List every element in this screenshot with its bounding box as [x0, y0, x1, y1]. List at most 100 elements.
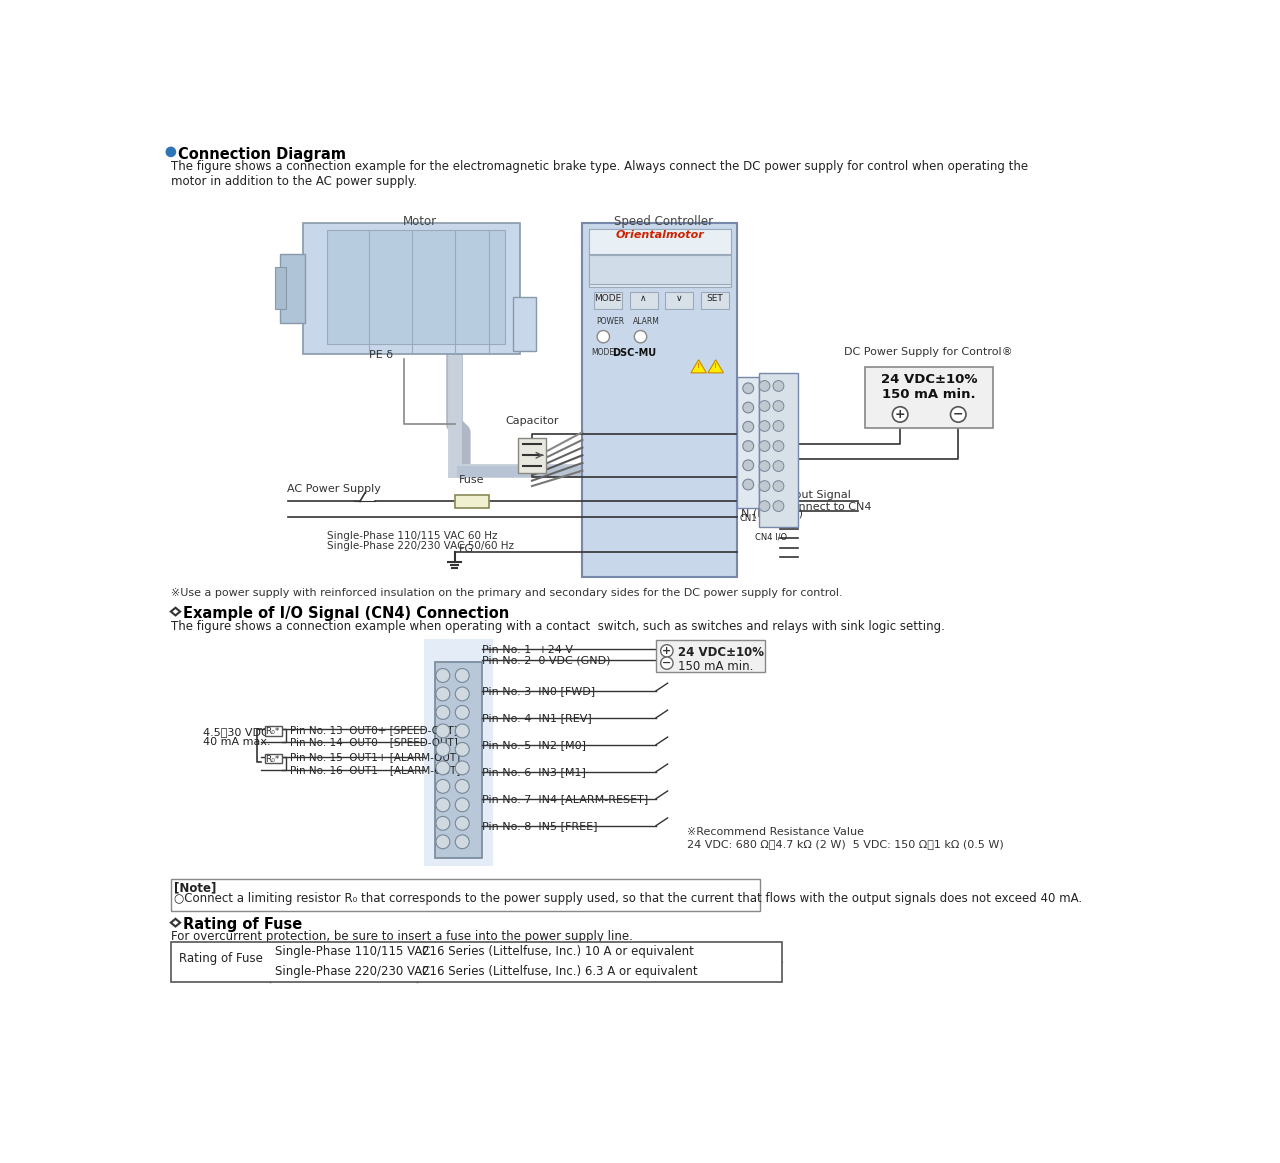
- Circle shape: [773, 480, 783, 492]
- Circle shape: [166, 148, 175, 157]
- Bar: [435, 662, 481, 858]
- Text: Pin No. 16  OUT1− [ALARM-OUT]: Pin No. 16 OUT1− [ALARM-OUT]: [291, 765, 461, 776]
- Circle shape: [456, 725, 470, 737]
- Circle shape: [742, 459, 754, 471]
- Bar: [594, 292, 622, 309]
- Bar: [512, 298, 536, 351]
- Text: R₀*: R₀*: [265, 755, 280, 764]
- Polygon shape: [708, 359, 723, 373]
- Circle shape: [456, 779, 470, 793]
- Text: CN1: CN1: [740, 514, 756, 523]
- Text: Pin No. 13  OUT0+ [SPEED-OUT]: Pin No. 13 OUT0+ [SPEED-OUT]: [291, 725, 458, 735]
- Bar: [280, 254, 305, 323]
- Bar: [589, 255, 731, 284]
- Circle shape: [456, 835, 470, 849]
- Text: Single-Phase 220/230 VAC: Single-Phase 220/230 VAC: [275, 965, 430, 978]
- Circle shape: [773, 421, 783, 431]
- Text: DC Power Supply for Control®: DC Power Supply for Control®: [845, 348, 1012, 357]
- Bar: [737, 377, 759, 507]
- Circle shape: [635, 330, 646, 343]
- Text: N (Neutral): N (Neutral): [741, 508, 804, 519]
- Text: AC Power Supply: AC Power Supply: [287, 484, 381, 494]
- Bar: [589, 229, 731, 254]
- Circle shape: [759, 480, 771, 492]
- Text: 216 Series (Littelfuse, Inc.) 6.3 A or equivalent: 216 Series (Littelfuse, Inc.) 6.3 A or e…: [422, 965, 698, 978]
- Circle shape: [436, 742, 449, 756]
- Text: The figure shows a connection example for the electromagnetic brake type. Always: The figure shows a connection example fo…: [170, 160, 1028, 188]
- Text: [Note]: [Note]: [174, 882, 216, 894]
- Text: 24 VDC±10%: 24 VDC±10%: [677, 647, 764, 659]
- Text: L (Live): L (Live): [741, 493, 782, 504]
- Text: Orientalmotor: Orientalmotor: [616, 230, 704, 241]
- Circle shape: [759, 441, 771, 451]
- Text: Rating of Fuse: Rating of Fuse: [178, 952, 262, 965]
- Bar: [657, 640, 764, 672]
- Bar: [630, 292, 658, 309]
- Polygon shape: [170, 608, 180, 615]
- Circle shape: [456, 798, 470, 812]
- Text: +: +: [895, 408, 905, 421]
- Circle shape: [660, 657, 673, 670]
- Circle shape: [742, 479, 754, 490]
- Polygon shape: [691, 359, 707, 373]
- Text: Input Signal
Connect to CN4: Input Signal Connect to CN4: [783, 490, 872, 512]
- Bar: [759, 373, 797, 527]
- Text: SET: SET: [707, 294, 723, 304]
- Text: Motor: Motor: [403, 215, 436, 228]
- Text: 40 mA max.: 40 mA max.: [202, 737, 270, 747]
- Text: +: +: [662, 645, 672, 656]
- Circle shape: [742, 383, 754, 393]
- Text: MODEL: MODEL: [591, 348, 620, 357]
- Text: Pin No. 14  OUT0− [SPEED-OUT]: Pin No. 14 OUT0− [SPEED-OUT]: [291, 737, 458, 747]
- Circle shape: [742, 421, 754, 433]
- Text: ALARM: ALARM: [632, 317, 659, 327]
- Text: CN4 I/O: CN4 I/O: [755, 533, 787, 541]
- Text: Pin No. 7  IN4 [ALARM-RESET]: Pin No. 7 IN4 [ALARM-RESET]: [481, 794, 648, 804]
- Text: Pin No. 3  IN0 [FWD]: Pin No. 3 IN0 [FWD]: [481, 686, 595, 697]
- Text: !: !: [698, 363, 700, 369]
- Text: Speed Controller: Speed Controller: [614, 215, 713, 228]
- Text: Pin No. 6  IN3 [M1]: Pin No. 6 IN3 [M1]: [481, 768, 585, 777]
- Text: 4.5～30 VDC: 4.5～30 VDC: [202, 727, 269, 737]
- Circle shape: [742, 402, 754, 413]
- Circle shape: [456, 669, 470, 683]
- Text: 216 Series (Littelfuse, Inc.) 10 A or equivalent: 216 Series (Littelfuse, Inc.) 10 A or eq…: [422, 946, 694, 958]
- Circle shape: [759, 501, 771, 512]
- Text: PE δ: PE δ: [369, 350, 393, 361]
- Circle shape: [436, 669, 449, 683]
- Bar: [170, 879, 760, 911]
- Text: ∨: ∨: [676, 294, 682, 304]
- Circle shape: [773, 461, 783, 471]
- Circle shape: [436, 798, 449, 812]
- Circle shape: [456, 816, 470, 830]
- Bar: [518, 438, 547, 473]
- Circle shape: [773, 400, 783, 412]
- Circle shape: [436, 687, 449, 701]
- Text: ∧: ∧: [640, 294, 646, 304]
- Circle shape: [436, 779, 449, 793]
- Bar: [303, 223, 521, 354]
- Circle shape: [436, 706, 449, 720]
- Text: ○Connect a limiting resistor R₀ that corresponds to the power supply used, so th: ○Connect a limiting resistor R₀ that cor…: [174, 892, 1082, 905]
- Text: Single-Phase 220/230 VAC 50/60 Hz: Single-Phase 220/230 VAC 50/60 Hz: [326, 542, 513, 551]
- Text: Pin No. 4  IN1 [REV]: Pin No. 4 IN1 [REV]: [481, 713, 591, 723]
- Bar: [701, 292, 728, 309]
- Circle shape: [436, 761, 449, 775]
- Circle shape: [436, 816, 449, 830]
- Text: Pin No. 8  IN5 [FREE]: Pin No. 8 IN5 [FREE]: [481, 821, 598, 832]
- Bar: [454, 495, 489, 507]
- Text: Single-Phase 110/115 VAC: Single-Phase 110/115 VAC: [275, 946, 430, 958]
- Text: 150 mA min.: 150 mA min.: [677, 661, 753, 673]
- Text: For overcurrent protection, be sure to insert a fuse into the power supply line.: For overcurrent protection, be sure to i…: [170, 929, 632, 942]
- Circle shape: [742, 441, 754, 451]
- Bar: [265, 727, 282, 735]
- Text: 150 mA min.: 150 mA min.: [882, 388, 975, 401]
- Circle shape: [951, 407, 966, 422]
- Text: Pin No. 1  +24 V: Pin No. 1 +24 V: [481, 644, 572, 655]
- Text: MODE: MODE: [594, 294, 622, 304]
- Text: !: !: [714, 363, 717, 369]
- Text: Single-Phase 110/115 VAC 60 Hz: Single-Phase 110/115 VAC 60 Hz: [326, 530, 497, 541]
- Text: ※Use a power supply with reinforced insulation on the primary and secondary side: ※Use a power supply with reinforced insu…: [170, 587, 842, 598]
- Bar: [865, 366, 993, 428]
- Bar: [666, 292, 694, 309]
